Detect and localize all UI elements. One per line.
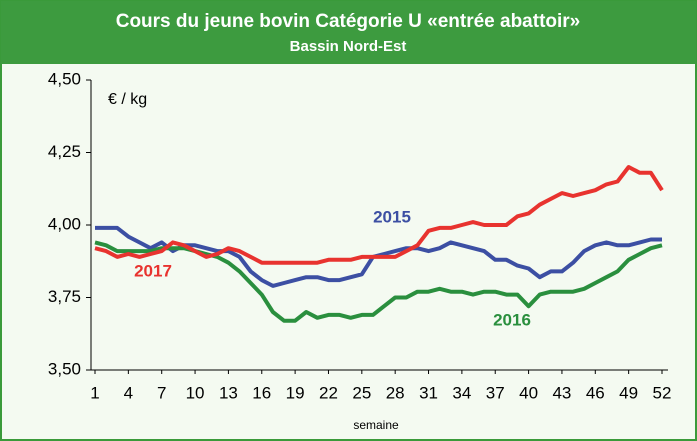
series-label: 2015: [373, 207, 411, 226]
x-tick-label: 7: [157, 383, 166, 402]
series-label: 2017: [134, 261, 172, 280]
x-tick-label: 43: [552, 383, 571, 402]
x-tick-label: 49: [619, 383, 638, 402]
x-tick-label: 19: [286, 383, 305, 402]
chart-title: Cours du jeune bovin Catégorie U «entrée…: [116, 11, 581, 32]
x-tick-label: 10: [186, 383, 205, 402]
x-tick-label: 25: [352, 383, 371, 402]
x-tick-label: 31: [419, 383, 438, 402]
series-label: 2016: [493, 310, 531, 329]
x-tick-label: 16: [252, 383, 271, 402]
y-tick-label: 4,00: [48, 214, 81, 233]
x-tick-label: 40: [519, 383, 538, 402]
y-tick-label: 4,25: [48, 142, 81, 161]
x-tick-label: 37: [486, 383, 505, 402]
x-tick-label: 22: [319, 383, 338, 402]
x-tick-label: 34: [452, 383, 471, 402]
y-axis-label: € / kg: [108, 91, 147, 108]
x-axis-label: semaine: [353, 418, 399, 432]
header: [1, 1, 696, 64]
x-tick-label: 46: [586, 383, 605, 402]
x-tick-label: 4: [124, 383, 133, 402]
x-tick-label: 28: [386, 383, 405, 402]
chart-subtitle: Bassin Nord-Est: [290, 38, 407, 55]
y-tick-label: 4,50: [48, 69, 81, 88]
series-line: [94, 165, 664, 265]
y-tick-label: 3,50: [48, 359, 81, 378]
x-tick-label: 13: [219, 383, 238, 402]
x-tick-label: 52: [653, 383, 672, 402]
y-tick-label: 3,75: [48, 287, 81, 306]
x-tick-label: 1: [90, 383, 99, 402]
